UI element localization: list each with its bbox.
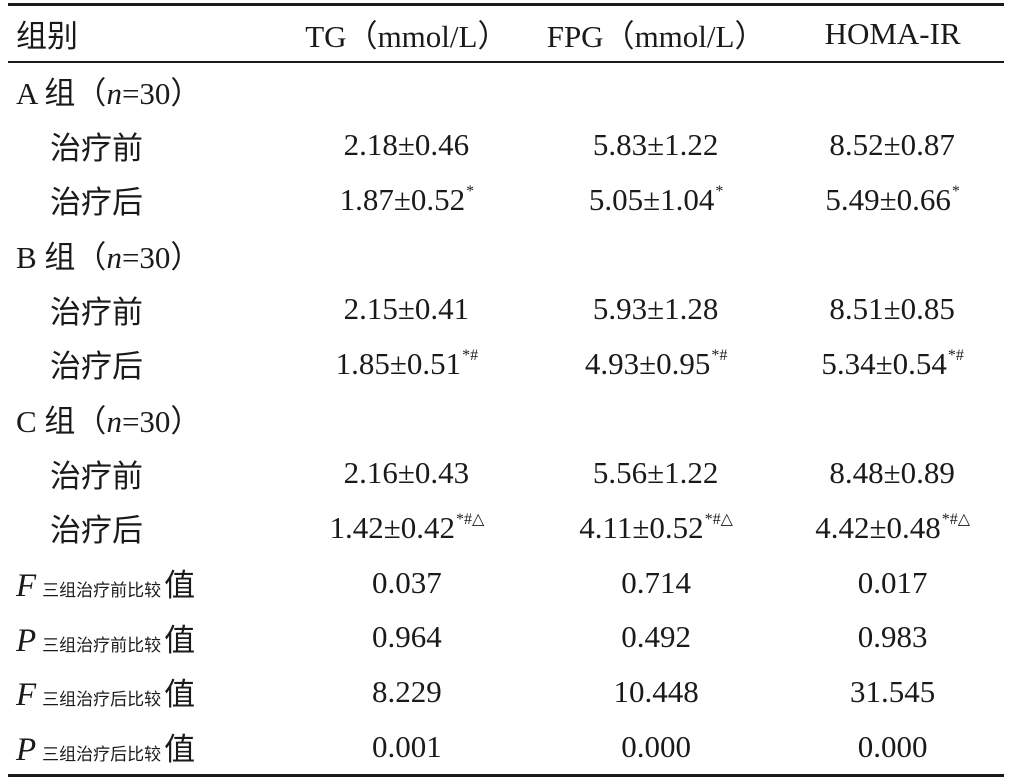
fpg-cell: 5.93±1.28	[592, 291, 719, 327]
header-group: 组别	[16, 19, 78, 54]
fpg-cell: 0.000	[621, 728, 691, 764]
table-row: 治疗前 2.16±0.43 5.56±1.22 8.48±0.89	[8, 446, 1004, 501]
row-label: 治疗后	[50, 185, 143, 221]
homa-cell: 8.52±0.87	[829, 127, 955, 163]
tg-cell: 8.229	[371, 673, 442, 709]
tg-cell: 1.42±0.42*#△	[329, 510, 485, 546]
fpg-cell: 4.93±0.95*#	[584, 345, 728, 381]
tg-cell: 0.037	[371, 564, 442, 600]
fpg-cell: 4.11±0.52*#△	[579, 510, 733, 546]
fpg-cell: 5.83±1.22	[592, 127, 719, 163]
stat-label: P 三组治疗前比较值	[16, 622, 196, 659]
group-label-b: B 组（n=30）	[16, 239, 202, 275]
row-label: 治疗前	[50, 458, 143, 494]
homa-cell: 0.000	[857, 728, 928, 764]
group-row-b: B 组（n=30）	[8, 227, 1004, 282]
header-row: 组别 TG（mmol/L） FPG（mmol/L） HOMA-IR	[8, 5, 1004, 62]
table-row: 治疗前 2.15±0.41 5.93±1.28 8.51±0.85	[8, 282, 1004, 337]
homa-cell: 0.983	[857, 619, 928, 655]
table-row: 治疗后 1.42±0.42*#△ 4.11±0.52*#△ 4.42±0.48*…	[8, 501, 1004, 556]
group-row-c: C 组（n=30）	[8, 391, 1004, 446]
stat-row: F 三组治疗前比较值 0.037 0.714 0.017	[8, 555, 1004, 610]
homa-cell: 31.545	[849, 673, 936, 709]
stat-row: P 三组治疗后比较值 0.001 0.000 0.000	[8, 719, 1004, 775]
table-header: 组别 TG（mmol/L） FPG（mmol/L） HOMA-IR	[8, 5, 1004, 62]
tg-cell: 1.85±0.51*#	[335, 345, 479, 381]
stat-label: P 三组治疗后比较值	[16, 732, 196, 769]
group-label-c: C 组（n=30）	[16, 403, 202, 439]
tg-cell: 2.16±0.43	[343, 455, 470, 491]
row-label: 治疗后	[50, 349, 143, 385]
header-tg: TG（mmol/L）	[305, 19, 509, 54]
homa-cell: 4.42±0.48*#△	[815, 510, 971, 546]
tg-cell: 2.15±0.41	[343, 291, 470, 327]
fpg-cell: 0.714	[621, 564, 691, 600]
fpg-cell: 10.448	[613, 673, 699, 709]
results-table: 组别 TG（mmol/L） FPG（mmol/L） HOMA-IR A 组（n=…	[8, 3, 1004, 777]
row-label: 治疗后	[50, 513, 143, 549]
group-label-a: A 组（n=30）	[16, 75, 202, 111]
table-row: 治疗后 1.87±0.52* 5.05±1.04* 5.49±0.66*	[8, 172, 1004, 227]
table-row: 治疗后 1.85±0.51*# 4.93±0.95*# 5.34±0.54*#	[8, 336, 1004, 391]
tg-cell: 2.18±0.46	[343, 127, 470, 163]
table-row: 治疗前 2.18±0.46 5.83±1.22 8.52±0.87	[8, 118, 1004, 173]
stat-label: F 三组治疗前比较值	[16, 568, 196, 605]
homa-cell: 8.51±0.85	[829, 291, 955, 327]
tg-cell: 0.001	[371, 728, 442, 764]
header-fpg: FPG（mmol/L）	[546, 19, 766, 54]
group-row-a: A 组（n=30）	[8, 62, 1004, 118]
homa-cell: 8.48±0.89	[829, 455, 955, 491]
row-label: 治疗前	[50, 130, 143, 166]
homa-cell: 5.49±0.66*	[825, 181, 960, 217]
table-body: A 组（n=30） 治疗前 2.18±0.46 5.83±1.22 8.52±0…	[8, 62, 1004, 775]
stat-label: F 三组治疗后比较值	[16, 677, 196, 714]
header-homa-ir: HOMA-IR	[824, 15, 961, 51]
tg-cell: 0.964	[371, 619, 442, 655]
fpg-cell: 0.492	[621, 619, 691, 655]
homa-cell: 5.34±0.54*#	[821, 345, 964, 381]
stat-row: P 三组治疗前比较值 0.964 0.492 0.983	[8, 610, 1004, 665]
fpg-cell: 5.56±1.22	[592, 455, 719, 491]
fpg-cell: 5.05±1.04*	[588, 181, 724, 217]
row-label: 治疗前	[50, 294, 143, 330]
stat-row: F 三组治疗后比较值 8.229 10.448 31.545	[8, 665, 1004, 720]
tg-cell: 1.87±0.52*	[339, 181, 475, 217]
homa-cell: 0.017	[857, 564, 928, 600]
